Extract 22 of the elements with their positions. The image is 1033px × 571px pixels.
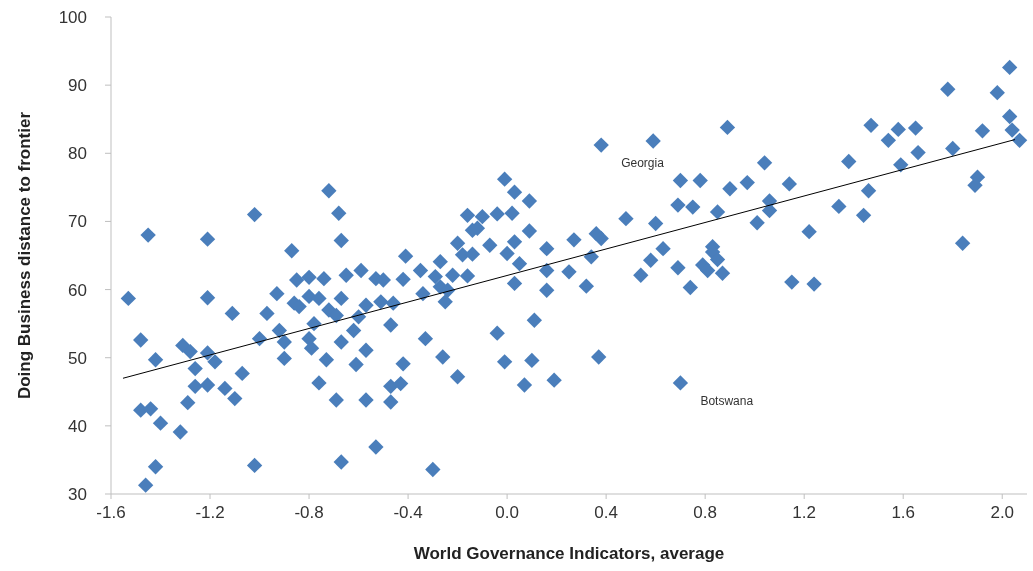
y-tick-label: 80 (68, 144, 87, 164)
y-tick-label: 70 (68, 212, 87, 232)
y-tick-label: 50 (68, 348, 87, 368)
x-tick-label: 0.8 (693, 503, 717, 522)
x-tick-label: -0.8 (294, 503, 324, 522)
y-tick-label: 60 (68, 280, 87, 300)
x-tick-label: 2.0 (990, 503, 1015, 522)
y-axis-title: Doing Business distance to frontier (15, 111, 34, 400)
annotation: Botswana (700, 393, 754, 408)
x-tick-label: 1.2 (792, 503, 817, 522)
y-tick-label: 100 (58, 7, 87, 27)
annotation: Georgia (621, 156, 665, 171)
x-tick-label: 0.4 (594, 503, 618, 522)
x-tick-label: -0.4 (393, 503, 423, 522)
x-tick-label: 1.6 (891, 503, 916, 522)
x-axis-title: World Governance Indicators, average (413, 544, 725, 563)
y-tick-label: 40 (68, 416, 87, 436)
x-tick-label: -1.6 (96, 503, 126, 522)
y-tick-label: 30 (68, 484, 87, 504)
x-tick-label: 0.0 (495, 503, 519, 522)
x-tick-label: -1.2 (195, 503, 225, 522)
y-tick-label: 90 (68, 76, 87, 96)
